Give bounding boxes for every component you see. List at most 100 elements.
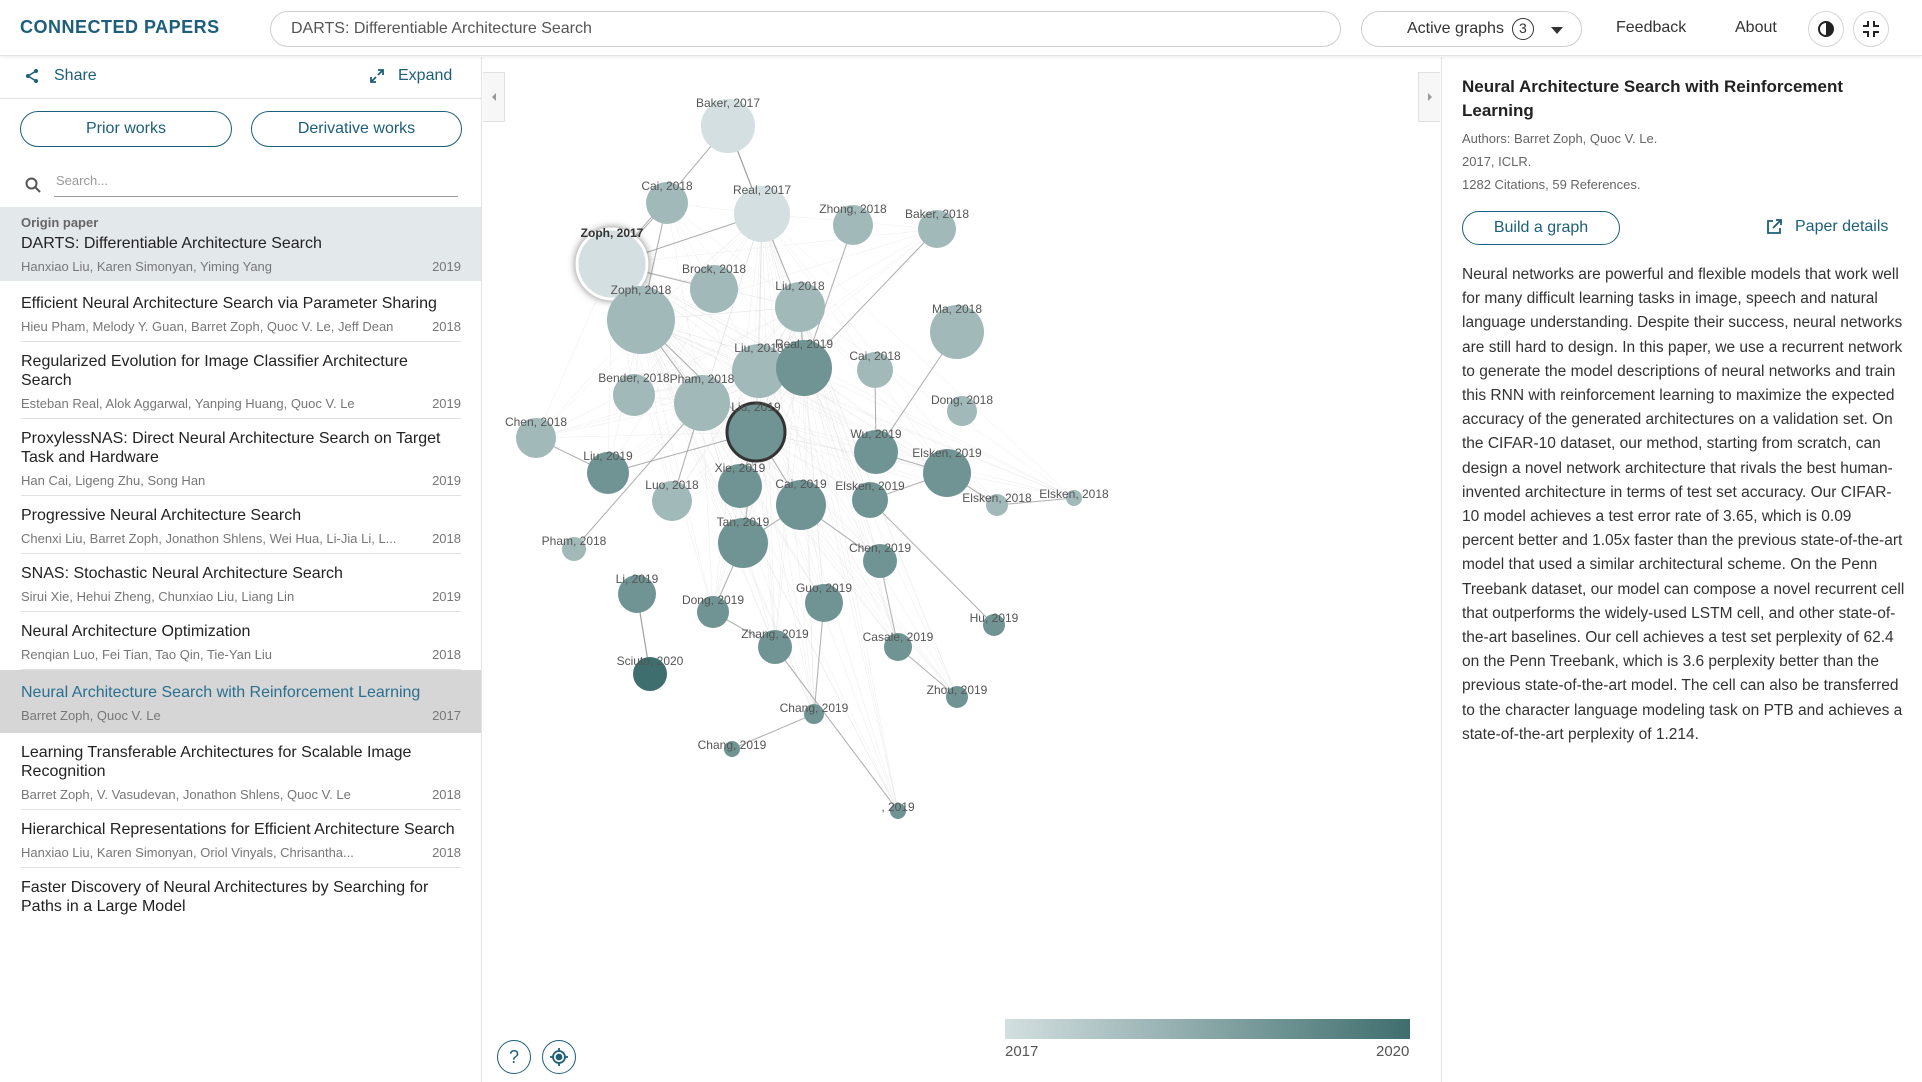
- graph-node[interactable]: Cai, 2018: [641, 179, 693, 224]
- collapse-left-panel-button[interactable]: [483, 72, 505, 122]
- graph-node[interactable]: Guo, 2019: [796, 581, 852, 622]
- graph-node[interactable]: Pham, 2018: [542, 534, 607, 561]
- graph-node[interactable]: Casale, 2019: [863, 630, 934, 661]
- graph-node[interactable]: Baker, 2018: [905, 207, 969, 248]
- graph-node[interactable]: Dong, 2018: [931, 393, 993, 426]
- graph-node-circle[interactable]: [854, 430, 898, 474]
- graph-node[interactable]: Chen, 2018: [505, 415, 567, 458]
- graph-node-circle[interactable]: [575, 227, 649, 301]
- graph-node[interactable]: Luo, 2018: [645, 478, 699, 521]
- list-item-origin[interactable]: Origin paper DARTS: Differentiable Archi…: [0, 207, 481, 281]
- graph-node[interactable]: Pham, 2018: [670, 372, 735, 431]
- graph-node[interactable]: Liu, 2019: [583, 449, 633, 494]
- exit-fullscreen-button[interactable]: [1853, 11, 1889, 47]
- graph-node-circle[interactable]: [775, 282, 825, 332]
- expand-button[interactable]: Expand: [370, 67, 452, 85]
- graph-node[interactable]: Ma, 2018: [930, 302, 984, 359]
- active-graphs-dropdown[interactable]: Active graphs 3: [1361, 11, 1582, 47]
- graph-node-circle[interactable]: [718, 464, 762, 508]
- graph-node-circle[interactable]: [1066, 490, 1082, 506]
- list-item[interactable]: Neural Architecture Optimization Renqian…: [0, 612, 481, 670]
- graph-node[interactable]: Tan, 2019: [717, 515, 770, 568]
- graph-node[interactable]: Elsken, 2018: [1039, 487, 1109, 506]
- list-item[interactable]: ProxylessNAS: Direct Neural Architecture…: [0, 419, 481, 496]
- graph-node-circle[interactable]: [613, 374, 655, 416]
- graph-node-circle[interactable]: [652, 481, 692, 521]
- graph-node-circle[interactable]: [776, 340, 832, 396]
- graph-node-circle[interactable]: [718, 518, 768, 568]
- graph-node-circle[interactable]: [758, 630, 792, 664]
- graph-node-circle[interactable]: [890, 803, 906, 819]
- graph-node-circle[interactable]: [986, 494, 1008, 516]
- graph-node-circle[interactable]: [701, 99, 755, 153]
- graph-node-circle[interactable]: [833, 205, 873, 245]
- build-graph-button[interactable]: Build a graph: [1462, 211, 1620, 245]
- graph-node[interactable]: Cai, 2019: [775, 477, 827, 530]
- graph-node[interactable]: Bender, 2018: [598, 371, 670, 416]
- graph-node-circle[interactable]: [725, 401, 787, 463]
- graph-node[interactable]: Zhong, 2018: [819, 202, 887, 245]
- list-item[interactable]: Learning Transferable Architectures for …: [0, 733, 481, 810]
- graph-node[interactable]: Chang, 2019: [780, 701, 849, 724]
- graph-node[interactable]: , 2019: [881, 800, 915, 819]
- share-button[interactable]: Share: [24, 67, 97, 85]
- graph-node[interactable]: Zhang, 2019: [741, 627, 809, 664]
- graph-node-circle[interactable]: [697, 596, 729, 628]
- graph-node-circle[interactable]: [947, 396, 977, 426]
- graph-node-circle[interactable]: [690, 265, 738, 313]
- graph-node-circle[interactable]: [724, 741, 740, 757]
- graph-node-circle[interactable]: [633, 657, 667, 691]
- graph-node-circle[interactable]: [776, 480, 826, 530]
- prior-works-button[interactable]: Prior works: [20, 111, 232, 147]
- list-item[interactable]: Efficient Neural Architecture Search via…: [0, 281, 481, 342]
- graph-node-circle[interactable]: [618, 575, 656, 613]
- collapse-right-panel-button[interactable]: [1418, 72, 1440, 122]
- graph-node[interactable]: Elsken, 2018: [962, 491, 1032, 516]
- graph-node[interactable]: Dong, 2019: [682, 593, 744, 628]
- graph-node-circle[interactable]: [587, 452, 629, 494]
- graph-node-circle[interactable]: [562, 537, 586, 561]
- graph-node-circle[interactable]: [918, 210, 956, 248]
- graph-node[interactable]: Liu, 2019: [725, 400, 787, 463]
- graph-node-circle[interactable]: [852, 482, 888, 518]
- list-item[interactable]: Hierarchical Representations for Efficie…: [0, 810, 481, 868]
- feedback-link[interactable]: Feedback: [1616, 19, 1687, 36]
- graph-node-circle[interactable]: [607, 286, 675, 354]
- list-item[interactable]: Progressive Neural Architecture Search C…: [0, 496, 481, 554]
- graph-node[interactable]: Chang, 2019: [698, 738, 767, 757]
- graph-node[interactable]: Real, 2019: [775, 337, 833, 396]
- list-item[interactable]: Faster Discovery of Neural Architectures…: [0, 868, 481, 916]
- recenter-button[interactable]: [542, 1040, 576, 1074]
- graph-node-circle[interactable]: [884, 633, 912, 661]
- citation-graph[interactable]: Baker, 2017 Cai, 2018 Real, 2017 Zhong, 201…: [483, 57, 1440, 1082]
- about-link[interactable]: About: [1735, 19, 1777, 36]
- graph-node-circle[interactable]: [646, 182, 688, 224]
- graph-node-circle[interactable]: [983, 614, 1005, 636]
- graph-node[interactable]: Cai, 2018: [849, 349, 901, 388]
- graph-node[interactable]: Zoph, 2018: [607, 283, 675, 354]
- graph-node-circle[interactable]: [674, 375, 730, 431]
- graph-node-circle[interactable]: [930, 305, 984, 359]
- list-item-selected[interactable]: Neural Architecture Search with Reinforc…: [0, 670, 481, 733]
- paper-search-input[interactable]: DARTS: Differentiable Architecture Searc…: [270, 11, 1341, 47]
- graph-node[interactable]: Brock, 2018: [682, 262, 746, 313]
- graph-canvas[interactable]: Baker, 2017 Cai, 2018 Real, 2017 Zhong, 201…: [483, 57, 1440, 1082]
- graph-node[interactable]: Sciuto, 2020: [617, 654, 684, 691]
- list-item[interactable]: SNAS: Stochastic Neural Architecture Sea…: [0, 554, 481, 612]
- graph-node[interactable]: Elsken, 2019: [912, 446, 982, 497]
- graph-node-circle[interactable]: [734, 186, 790, 242]
- graph-node[interactable]: Hu, 2019: [970, 611, 1019, 636]
- graph-node[interactable]: Elsken, 2019: [835, 479, 905, 518]
- graph-node-circle[interactable]: [923, 449, 971, 497]
- paper-details-link[interactable]: Paper details: [1765, 218, 1888, 236]
- graph-node-circle[interactable]: [863, 544, 897, 578]
- graph-node[interactable]: Baker, 2017: [696, 96, 760, 153]
- graph-node[interactable]: Wu, 2019: [850, 427, 902, 474]
- graph-node[interactable]: Zoph, 2017: [575, 226, 649, 301]
- graph-node[interactable]: Xie, 2019: [715, 461, 766, 508]
- graph-node[interactable]: Liu, 2018: [732, 341, 786, 398]
- list-search-input[interactable]: Search...: [54, 169, 458, 197]
- graph-node-circle[interactable]: [732, 344, 786, 398]
- help-button[interactable]: ?: [497, 1040, 531, 1074]
- graph-node-circle[interactable]: [857, 352, 893, 388]
